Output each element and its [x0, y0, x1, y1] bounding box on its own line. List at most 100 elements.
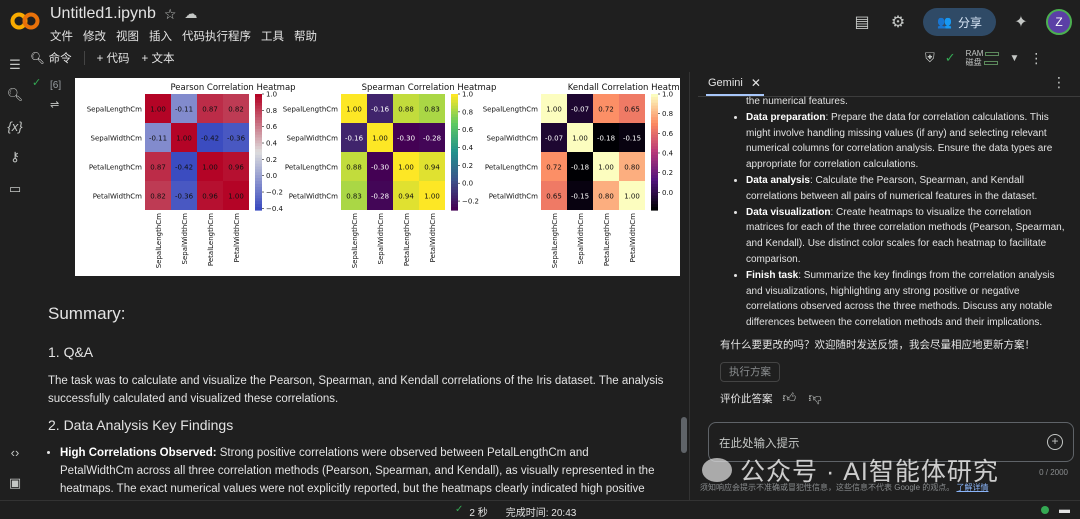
- gemini-sparkle-icon[interactable]: ✦: [1014, 14, 1028, 31]
- heatmap-cell: [341, 181, 367, 210]
- execute-plan-button[interactable]: 执行方案: [720, 362, 780, 382]
- heatmap-value: 1.00: [624, 193, 640, 201]
- menu-file[interactable]: 文件: [50, 31, 73, 43]
- find-icon[interactable]: 🔍︎: [6, 87, 24, 102]
- comment-icon[interactable]: ▤: [854, 14, 870, 31]
- colorbar-segment: [255, 163, 262, 168]
- heatmap-cell: [593, 94, 619, 123]
- key-icon[interactable]: ⚷: [10, 149, 20, 164]
- y-tick-label: PetalWidthCm: [489, 193, 538, 201]
- colorbar-segment: [651, 175, 658, 179]
- colorbar-tick-label: 0.6: [662, 130, 674, 138]
- command-palette-button[interactable]: 🔍︎ 命令: [30, 50, 72, 66]
- heatmap-value: 1.00: [202, 164, 218, 172]
- colorbar-segment: [255, 125, 262, 130]
- cloud-icon[interactable]: ☁: [184, 6, 198, 21]
- thumbs-up-icon[interactable]: 👍︎: [782, 390, 797, 405]
- add-code-button[interactable]: + 代码: [96, 53, 130, 65]
- colorbar-segment: [255, 183, 262, 188]
- colorbar-tick-label: 0.4: [662, 149, 674, 157]
- gear-icon[interactable]: ⚙: [890, 14, 906, 31]
- colorbar-segment: [451, 114, 458, 118]
- heatmap-value: -0.11: [175, 106, 193, 114]
- heatmap-value: -0.18: [597, 135, 615, 143]
- heatmap-title: Spearman Correlation Heatmap: [362, 83, 497, 93]
- colorbar-segment: [451, 94, 458, 98]
- y-tick-label: PetalLengthCm: [89, 164, 142, 172]
- learn-more-link[interactable]: 了解详情: [956, 483, 989, 492]
- heatmap-cell: [197, 123, 223, 152]
- colorbar-tick-label: 0.2: [462, 162, 473, 170]
- notebook-area: ✓ [6] ⇌ Pearson Correlation Heatmap 1.00-…: [30, 72, 690, 500]
- colorbar-segment: [651, 195, 658, 199]
- heatmap-value: 0.82: [150, 193, 166, 201]
- more-icon[interactable]: ⋮: [1052, 74, 1066, 90]
- colorbar-segment: [255, 114, 262, 118]
- menu-insert[interactable]: 插入: [149, 31, 172, 43]
- terminal-status-icon[interactable]: ▬: [1059, 504, 1070, 516]
- execution-status[interactable]: ✓ 2 秒 完成时间: 20:43: [455, 504, 576, 519]
- search-icon: 🔍︎: [30, 53, 45, 65]
- colorbar-segment: [451, 99, 458, 104]
- menu-runtime[interactable]: 代码执行程序: [182, 31, 251, 43]
- colorbar-segment: [255, 102, 262, 107]
- colorbar-segment: [255, 172, 262, 176]
- scrollbar-thumb[interactable]: [681, 417, 687, 453]
- shield-icon[interactable]: ⛨: [925, 50, 935, 65]
- step-title: Finish task: [746, 269, 799, 281]
- menu-tools[interactable]: 工具: [261, 31, 284, 43]
- prompt-input[interactable]: 在此处输入提示 +: [708, 422, 1074, 462]
- colorbar-segment: [255, 152, 262, 156]
- star-icon[interactable]: ☆: [163, 5, 177, 22]
- add-text-button[interactable]: + 文本: [141, 53, 175, 65]
- ram-label: RAM: [965, 49, 984, 58]
- cell-gutter: ✓ [6] ⇌: [30, 74, 75, 134]
- colorbar-segment: [651, 183, 658, 188]
- toc-icon[interactable]: ☰: [9, 57, 21, 72]
- heatmap-value: 0.96: [202, 193, 218, 201]
- colorbar-tick-label: 0.2: [266, 156, 277, 164]
- heatmap-cell: [367, 152, 393, 181]
- resource-monitor[interactable]: RAM 磁盘: [966, 49, 1000, 67]
- menu-view[interactable]: 视图: [116, 31, 139, 43]
- colorbar-segment: [255, 166, 262, 170]
- output-toggle-icon[interactable]: ⇌: [50, 99, 60, 111]
- y-tick-label: SepalLengthCm: [483, 106, 538, 114]
- colorbar-tick-label: 0.6: [462, 126, 474, 134]
- close-icon[interactable]: ✕: [750, 76, 761, 90]
- colorbar-segment: [451, 128, 458, 133]
- colorbar-segment: [255, 140, 262, 144]
- thumbs-down-icon[interactable]: 👎︎: [808, 390, 822, 405]
- step-text: : Summarize the key findings from the co…: [746, 269, 1055, 329]
- more-icon[interactable]: ⋮: [1029, 49, 1044, 66]
- heatmap-value: -0.07: [571, 106, 589, 114]
- menu-help[interactable]: 帮助: [294, 31, 317, 43]
- colorbar-segment: [451, 125, 458, 130]
- terminal-icon[interactable]: ▣: [8, 475, 22, 490]
- colab-logo[interactable]: [10, 9, 40, 33]
- x-tick-label: PetalLengthCm: [603, 213, 611, 266]
- add-icon[interactable]: +: [1047, 434, 1063, 450]
- colorbar-segment: [451, 120, 458, 124]
- colorbar-segment: [451, 192, 458, 197]
- avatar[interactable]: Z: [1046, 9, 1072, 35]
- heatmap-cell: [619, 123, 645, 152]
- colorbar-segment: [255, 169, 262, 173]
- heatmap-value: 1.00: [598, 164, 614, 172]
- heatmap-cell: [367, 123, 393, 152]
- folder-icon[interactable]: ▭: [8, 181, 22, 196]
- chevron-down-icon[interactable]: ▼: [1009, 52, 1020, 64]
- code-snippets-icon[interactable]: ‹›: [10, 445, 20, 460]
- connected-indicator: [1041, 506, 1049, 514]
- tab-gemini[interactable]: Gemini ✕: [708, 76, 761, 90]
- variables-icon[interactable]: {x}: [7, 119, 23, 134]
- colorbar-segment: [651, 204, 658, 208]
- colorbar-segment: [451, 105, 458, 110]
- colorbar-tick-label: 1.0: [266, 91, 277, 99]
- notebook-title[interactable]: Untitled1.ipynb: [50, 5, 156, 22]
- findings-heading: 2. Data Analysis Key Findings: [48, 417, 234, 433]
- share-button[interactable]: 👥 分享: [923, 8, 996, 36]
- heatmap-cell: [367, 181, 393, 210]
- colorbar-segment: [255, 117, 262, 121]
- menu-edit[interactable]: 修改: [83, 31, 106, 43]
